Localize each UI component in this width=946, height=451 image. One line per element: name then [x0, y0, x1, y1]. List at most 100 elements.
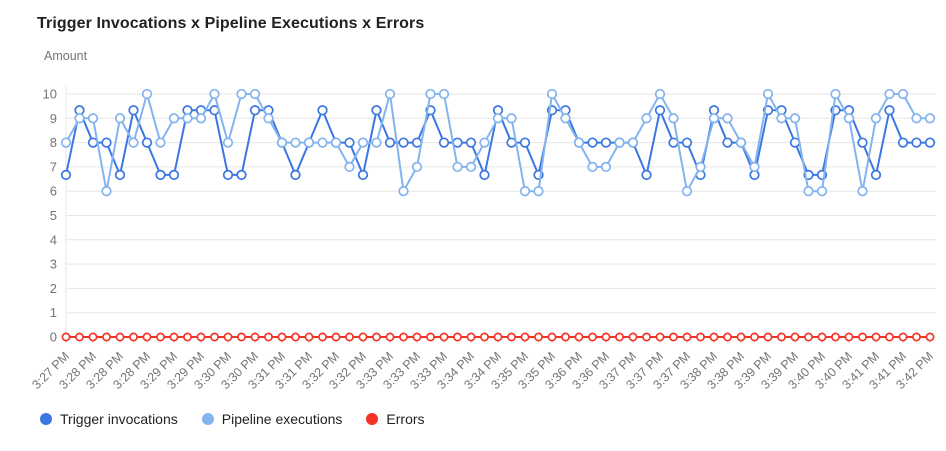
errors-point[interactable]	[129, 332, 138, 342]
pipeline-executions-point[interactable]	[870, 113, 882, 124]
pipeline-executions-point[interactable]	[101, 186, 112, 197]
series-pipeline-executions[interactable]	[60, 88, 936, 197]
errors-point[interactable]	[709, 332, 719, 342]
pipeline-executions-point[interactable]	[789, 113, 801, 124]
pipeline-executions-point[interactable]	[371, 137, 382, 148]
trigger-invocations-point[interactable]	[317, 105, 328, 116]
errors-point[interactable]	[561, 332, 570, 342]
pipeline-executions-point[interactable]	[114, 113, 126, 124]
trigger-invocations-point[interactable]	[681, 137, 693, 148]
errors-point[interactable]	[574, 332, 584, 342]
pipeline-executions-point[interactable]	[614, 137, 625, 148]
errors-point[interactable]	[264, 332, 273, 342]
pipeline-executions-point[interactable]	[452, 161, 463, 173]
trigger-invocations-point[interactable]	[722, 137, 733, 148]
pipeline-executions-point[interactable]	[182, 113, 193, 124]
trigger-invocations-point[interactable]	[911, 137, 922, 148]
errors-point[interactable]	[696, 332, 705, 342]
pipeline-executions-point[interactable]	[141, 88, 153, 100]
trigger-invocations-point[interactable]	[884, 105, 895, 116]
errors-point[interactable]	[75, 332, 84, 342]
trigger-invocations-point[interactable]	[479, 169, 490, 181]
pipeline-executions-point[interactable]	[155, 137, 166, 148]
pipeline-executions-point[interactable]	[654, 88, 666, 100]
errors-point[interactable]	[871, 332, 881, 342]
errors-point[interactable]	[669, 332, 678, 342]
trigger-invocations-point[interactable]	[249, 105, 261, 116]
pipeline-executions-point[interactable]	[587, 161, 598, 173]
errors-point[interactable]	[318, 332, 327, 342]
trigger-invocations-point[interactable]	[519, 137, 531, 148]
errors-point[interactable]	[372, 332, 381, 342]
errors-point[interactable]	[588, 332, 597, 342]
trigger-invocations-point[interactable]	[465, 137, 477, 148]
pipeline-executions-point[interactable]	[708, 113, 720, 124]
pipeline-executions-point[interactable]	[762, 88, 774, 100]
errors-point[interactable]	[547, 332, 557, 342]
errors-point[interactable]	[142, 332, 152, 342]
pipeline-executions-point[interactable]	[911, 113, 922, 124]
pipeline-executions-point[interactable]	[573, 137, 585, 148]
errors-point[interactable]	[439, 332, 449, 342]
errors-point[interactable]	[196, 332, 206, 342]
errors-point[interactable]	[88, 332, 98, 342]
pipeline-executions-point[interactable]	[357, 137, 369, 148]
pipeline-executions-point[interactable]	[209, 88, 220, 100]
errors-point[interactable]	[210, 332, 219, 342]
pipeline-executions-point[interactable]	[776, 113, 787, 124]
pipeline-executions-point[interactable]	[465, 161, 477, 173]
errors-point[interactable]	[655, 332, 665, 342]
trigger-invocations-point[interactable]	[654, 105, 666, 116]
pipeline-executions-point[interactable]	[276, 137, 288, 148]
pipeline-executions-point[interactable]	[398, 186, 409, 197]
pipeline-executions-point[interactable]	[600, 161, 612, 173]
series-errors[interactable]	[61, 332, 935, 342]
pipeline-executions-point[interactable]	[87, 113, 99, 124]
pipeline-executions-point[interactable]	[479, 137, 490, 148]
errors-point[interactable]	[736, 332, 746, 342]
trigger-invocations-point[interactable]	[371, 105, 382, 116]
errors-point[interactable]	[831, 332, 840, 342]
pipeline-executions-point[interactable]	[168, 113, 180, 124]
errors-point[interactable]	[885, 332, 894, 342]
errors-point[interactable]	[642, 332, 651, 342]
errors-point[interactable]	[790, 332, 800, 342]
pipeline-executions-point[interactable]	[195, 113, 207, 124]
legend-item-trigger-invocations[interactable]: Trigger invocations	[40, 411, 178, 427]
errors-point[interactable]	[331, 332, 341, 342]
errors-point[interactable]	[493, 332, 503, 342]
errors-point[interactable]	[385, 332, 395, 342]
pipeline-executions-point[interactable]	[60, 137, 72, 148]
pipeline-executions-point[interactable]	[425, 88, 436, 100]
trigger-invocations-point[interactable]	[398, 137, 409, 148]
trigger-invocations-point[interactable]	[155, 169, 166, 181]
pipeline-executions-point[interactable]	[857, 186, 868, 197]
pipeline-executions-point[interactable]	[344, 161, 355, 173]
errors-point[interactable]	[291, 332, 300, 342]
errors-point[interactable]	[156, 332, 165, 342]
pipeline-executions-point[interactable]	[830, 88, 841, 100]
pipeline-executions-point[interactable]	[128, 137, 139, 148]
trigger-invocations-point[interactable]	[101, 137, 112, 148]
errors-point[interactable]	[601, 332, 611, 342]
pipeline-executions-point[interactable]	[330, 137, 342, 148]
pipeline-executions-point[interactable]	[641, 113, 652, 124]
errors-point[interactable]	[115, 332, 125, 342]
errors-point[interactable]	[777, 332, 786, 342]
errors-point[interactable]	[102, 332, 111, 342]
pipeline-executions-point[interactable]	[695, 161, 706, 173]
pipeline-executions-point[interactable]	[492, 113, 504, 124]
errors-point[interactable]	[898, 332, 908, 342]
trigger-invocations-point[interactable]	[357, 169, 369, 181]
errors-point[interactable]	[345, 332, 354, 342]
errors-point[interactable]	[277, 332, 287, 342]
legend-item-pipeline-executions[interactable]: Pipeline executions	[201, 411, 342, 427]
pipeline-executions-point[interactable]	[735, 137, 747, 148]
pipeline-executions-point[interactable]	[546, 88, 558, 100]
errors-point[interactable]	[237, 332, 246, 342]
errors-point[interactable]	[925, 332, 935, 342]
pipeline-executions-point[interactable]	[816, 186, 828, 197]
trigger-invocations-point[interactable]	[114, 169, 126, 181]
errors-point[interactable]	[453, 332, 462, 342]
